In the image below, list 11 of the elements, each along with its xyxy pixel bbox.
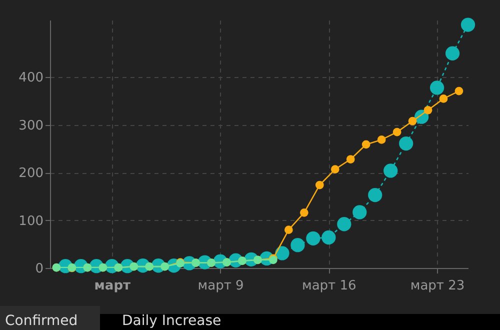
text: Daily Increase <box>122 313 222 329</box>
x-tick-label: март 23 <box>410 278 465 294</box>
x-tick-label: март 16 <box>302 278 356 294</box>
y-tick-label: 300 <box>18 118 44 134</box>
x-tick-label: март 9 <box>198 278 244 294</box>
y-tick-label: 400 <box>18 70 44 86</box>
x-tick-label: март <box>94 278 132 294</box>
text: Confirmed <box>5 313 78 329</box>
y-tick-label: 100 <box>18 214 44 229</box>
y-tick-label: 200 <box>18 166 44 182</box>
y-tick-label: 0 <box>35 262 44 276</box>
